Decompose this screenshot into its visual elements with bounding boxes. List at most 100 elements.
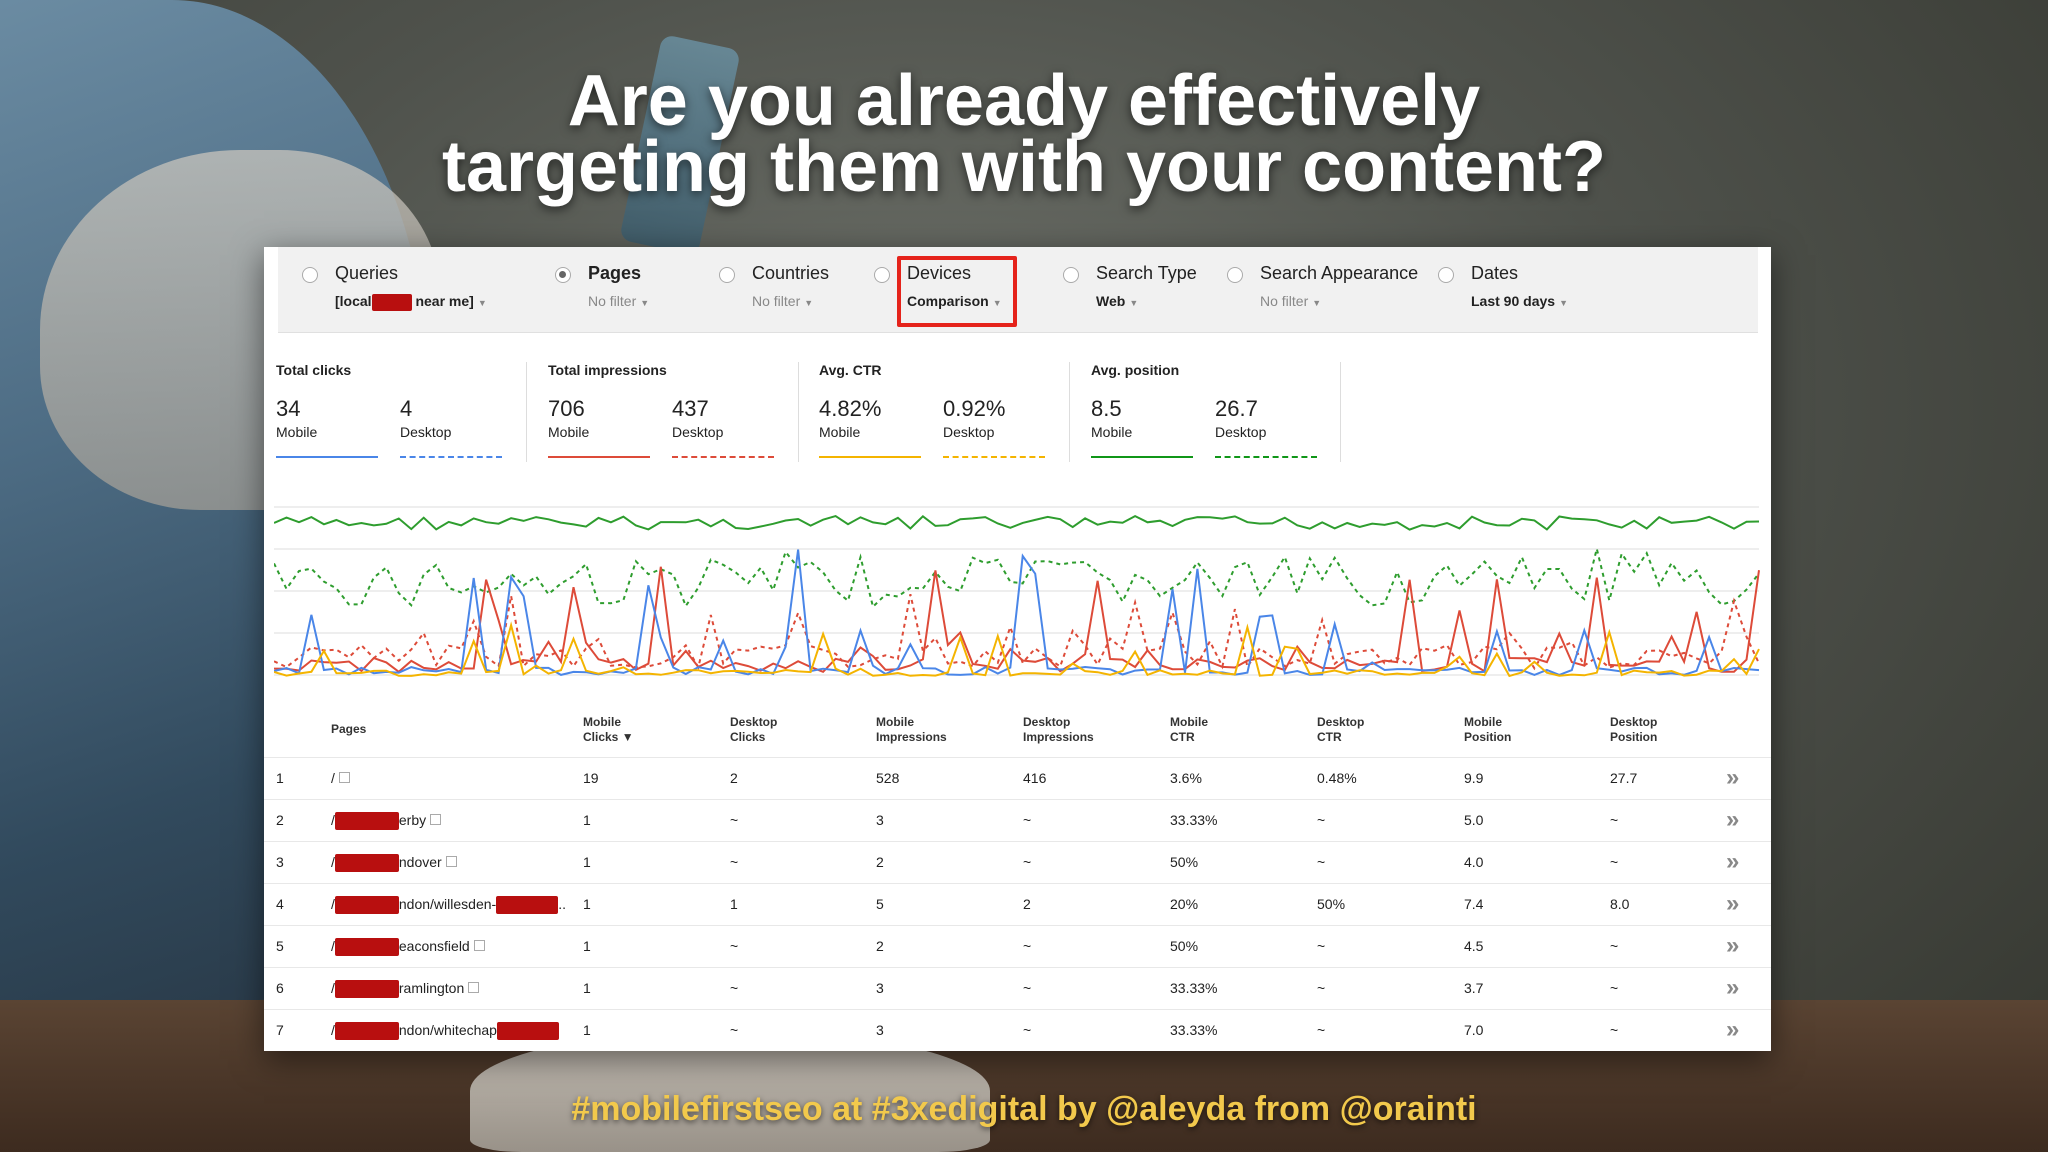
desktop-impressions: ~ xyxy=(1023,938,1032,954)
external-link-icon[interactable] xyxy=(338,771,350,783)
col-pages[interactable]: Pages xyxy=(331,722,367,736)
col-desktop-position[interactable]: Desktop Position xyxy=(1610,715,1657,745)
caret-down-icon: ▼ xyxy=(992,298,1002,308)
mobile-clicks: 1 xyxy=(583,854,591,870)
metric-mobile-line xyxy=(548,456,650,458)
search-appearance-radio[interactable] xyxy=(1227,267,1243,283)
page-url[interactable]: / ramlington xyxy=(331,980,480,999)
page-url-suffix: ndover xyxy=(398,854,442,870)
col-mobile-position[interactable]: Mobile Position xyxy=(1464,715,1511,745)
desktop-ctr: 0.48% xyxy=(1317,770,1357,786)
search-console-panel: Queries [local near me] ▼ Pages No filter… xyxy=(264,247,1771,1051)
metric-desktop-value: 0.92% xyxy=(943,396,1006,421)
row-number: 2 xyxy=(276,812,284,828)
table-row[interactable]: 1 / 19 2 528 416 3.6% 0.48% 9.9 27.7 » xyxy=(264,757,1771,799)
col-mobile-clicks[interactable]: Mobile Clicks ▼ xyxy=(583,715,634,745)
desktop-clicks: ~ xyxy=(730,938,739,954)
external-link-icon[interactable] xyxy=(445,855,457,867)
redacted-block xyxy=(334,980,399,999)
metric-mobile-line xyxy=(819,456,921,458)
mobile-clicks: 1 xyxy=(583,980,591,996)
metric-mobile-line xyxy=(1091,456,1193,458)
pages-radio[interactable] xyxy=(555,267,571,283)
table-row[interactable]: 2 / erby 1 ~ 3 ~ 33.33% ~ 5.0 ~ » xyxy=(264,799,1771,841)
col-mobile-ctr[interactable]: Mobile CTR xyxy=(1170,715,1208,745)
countries-radio[interactable] xyxy=(719,267,735,283)
dates-radio[interactable] xyxy=(1438,267,1454,283)
metric-title: Avg. position xyxy=(1091,362,1180,378)
mobile-position: 7.4 xyxy=(1464,896,1484,912)
metric-mobile: 8.5 Mobile xyxy=(1091,396,1132,440)
table-row[interactable]: 4 /ndon/willesden-.. 1 1 5 2 20% 50% 7.4… xyxy=(264,883,1771,925)
search-type-filter-value[interactable]: Web ▼ xyxy=(1096,293,1138,309)
mobile-position: 9.9 xyxy=(1464,770,1484,786)
page-url[interactable]: / ndon/willesden-.. xyxy=(331,896,566,915)
search-type-radio[interactable] xyxy=(1063,267,1079,283)
row-expand-icon[interactable]: » xyxy=(1726,848,1740,875)
headline-line-1: Are you already effectively xyxy=(567,61,1481,141)
redacted-block xyxy=(334,812,399,831)
row-expand-icon[interactable]: » xyxy=(1726,932,1740,959)
metric-mobile-value: 8.5 xyxy=(1091,396,1122,421)
page-url-suffix: ndon/whitechap xyxy=(398,1022,497,1038)
desktop-position: ~ xyxy=(1610,812,1619,828)
pages-filter-value[interactable]: No filter ▼ xyxy=(588,293,649,309)
table-row[interactable]: 7 / ndon/whitechap 1 ~ 3 ~ 33.33% ~ 7.0 ~… xyxy=(264,1009,1771,1051)
row-expand-icon[interactable]: » xyxy=(1726,974,1740,1001)
mobile-impressions: 3 xyxy=(876,980,884,996)
external-link-icon[interactable] xyxy=(468,981,480,993)
col-desktop-clicks[interactable]: Desktop Clicks xyxy=(730,715,777,745)
queries-filter-value[interactable]: [local near me] ▼ xyxy=(335,293,487,311)
row-expand-icon[interactable]: » xyxy=(1726,1016,1740,1043)
col-desktop-ctr[interactable]: Desktop CTR xyxy=(1317,715,1364,745)
mobile-clicks: 19 xyxy=(583,770,599,786)
dates-filter-value[interactable]: Last 90 days ▼ xyxy=(1471,293,1568,309)
page-url[interactable]: / ndover xyxy=(331,854,457,873)
desktop-impressions: ~ xyxy=(1023,1022,1032,1038)
countries-filter-value[interactable]: No filter ▼ xyxy=(752,293,813,309)
page-url[interactable]: / eaconsfield xyxy=(331,938,485,957)
metric-desktop: 26.7 Desktop xyxy=(1215,396,1266,440)
mobile-ctr: 33.33% xyxy=(1170,812,1218,828)
metric-desktop-line xyxy=(1215,456,1317,458)
trend-line-impressions-mobile xyxy=(274,566,1760,674)
devices-filter-value[interactable]: Comparison ▼ xyxy=(907,293,1002,309)
row-expand-icon[interactable]: » xyxy=(1726,806,1740,833)
row-number: 1 xyxy=(276,770,284,786)
desktop-clicks: 2 xyxy=(730,770,738,786)
page-url-prefix: / xyxy=(331,854,335,870)
col-line-2: Impressions xyxy=(1023,730,1094,744)
filter-bar: Queries [local near me] ▼ Pages No filter… xyxy=(278,247,1758,333)
external-link-icon[interactable] xyxy=(430,813,442,825)
devices-radio[interactable] xyxy=(874,267,890,283)
mobile-clicks: 1 xyxy=(583,938,591,954)
external-link-icon[interactable] xyxy=(473,939,485,951)
row-expand-icon[interactable]: » xyxy=(1726,764,1740,791)
mobile-impressions: 3 xyxy=(876,1022,884,1038)
redacted-block xyxy=(371,293,412,311)
table-row[interactable]: 3 / ndover 1 ~ 2 ~ 50% ~ 4.0 ~ » xyxy=(264,841,1771,883)
slide-headline: Are you already effectively targeting th… xyxy=(0,61,2048,203)
mobile-ctr: 50% xyxy=(1170,938,1199,954)
row-expand-icon[interactable]: » xyxy=(1726,890,1740,917)
desktop-ctr: ~ xyxy=(1317,1022,1326,1038)
mobile-position: 5.0 xyxy=(1464,812,1484,828)
page-url-suffix: erby xyxy=(398,812,427,828)
mobile-ctr: 20% xyxy=(1170,896,1199,912)
queries-label: Queries xyxy=(335,263,399,283)
metric-desktop-value: 437 xyxy=(672,396,709,421)
page-url[interactable]: / xyxy=(331,770,350,786)
pages-label: Pages xyxy=(588,263,642,283)
caret-down-icon: ▼ xyxy=(477,298,487,308)
metric-desktop-label: Desktop xyxy=(943,424,995,440)
search-appearance-filter-value[interactable]: No filter ▼ xyxy=(1260,293,1321,309)
col-desktop-impressions[interactable]: Desktop Impressions xyxy=(1023,715,1094,745)
col-mobile-impressions[interactable]: Mobile Impressions xyxy=(876,715,947,745)
page-url[interactable]: / ndon/whitechap xyxy=(331,1022,559,1041)
page-url[interactable]: / erby xyxy=(331,812,442,831)
table-row[interactable]: 6 / ramlington 1 ~ 3 ~ 33.33% ~ 3.7 ~ » xyxy=(264,967,1771,1009)
mobile-impressions: 528 xyxy=(876,770,900,786)
queries-radio[interactable] xyxy=(302,267,318,283)
metric-desktop-line xyxy=(672,456,774,458)
table-row[interactable]: 5 / eaconsfield 1 ~ 2 ~ 50% ~ 4.5 ~ » xyxy=(264,925,1771,967)
